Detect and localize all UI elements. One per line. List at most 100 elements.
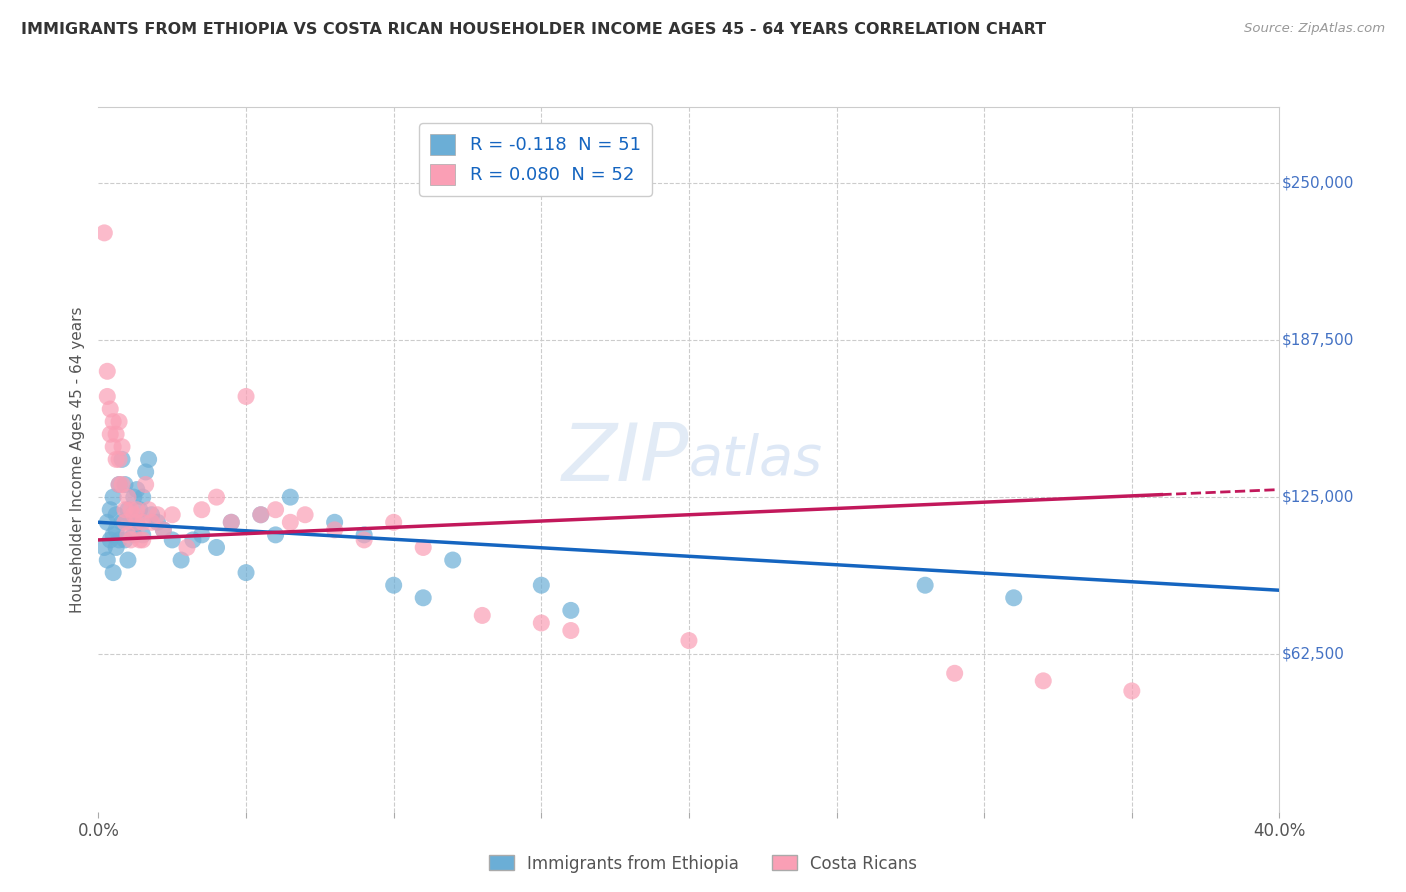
Point [221,516,243,530]
Point [382,578,405,592]
Point [205,490,228,504]
Point [250,508,273,522]
Point [96,553,118,567]
Point [141,516,163,530]
Point [128,502,150,516]
Point [471,608,494,623]
Point [146,508,169,522]
Point [382,516,405,530]
Point [412,591,434,605]
Point [114,477,136,491]
Point [103,490,125,504]
Y-axis label: Householder Income Ages 45 - 64 years: Householder Income Ages 45 - 64 years [69,306,84,613]
Point [111,452,134,467]
Point [138,452,160,467]
Point [96,389,118,403]
Point [122,490,145,504]
Point [103,415,125,429]
Point [135,465,157,479]
Point [114,516,136,530]
Point [280,490,302,504]
Point [98,502,121,516]
Point [221,516,243,530]
Legend: Immigrants from Ethiopia, Costa Ricans: Immigrants from Ethiopia, Costa Ricans [482,848,924,880]
Point [93,541,115,555]
Point [120,516,142,530]
Point [108,477,131,491]
Text: $125,000: $125,000 [1282,490,1354,505]
Point [96,516,118,530]
Point [108,452,131,467]
Text: atlas: atlas [689,433,823,486]
Point [560,624,582,638]
Point [122,508,145,522]
Point [146,516,169,530]
Point [1002,591,1025,605]
Point [412,541,434,555]
Point [125,502,148,516]
Legend: R = -0.118  N = 51, R = 0.080  N = 52: R = -0.118 N = 51, R = 0.080 N = 52 [419,123,651,195]
Point [93,226,115,240]
Point [122,528,145,542]
Point [108,533,131,547]
Point [132,516,155,530]
Point [162,508,183,522]
Point [132,528,155,542]
Point [181,533,204,547]
Point [138,502,160,516]
Point [914,578,936,592]
Point [162,533,183,547]
Point [117,502,139,516]
Point [530,578,553,592]
Point [108,415,131,429]
Point [250,508,273,522]
Point [152,523,174,537]
Point [943,666,966,681]
Point [170,553,193,567]
Point [114,533,136,547]
Point [135,477,157,491]
Point [678,633,700,648]
Point [128,533,150,547]
Point [96,364,118,378]
Point [132,533,155,547]
Point [191,502,214,516]
Point [1121,684,1143,698]
Point [117,553,139,567]
Point [1032,673,1054,688]
Point [323,523,346,537]
Point [120,533,142,547]
Point [103,528,125,542]
Point [353,528,375,542]
Point [530,615,553,630]
Point [98,402,121,417]
Point [353,533,375,547]
Point [114,502,136,516]
Point [141,508,163,522]
Point [191,528,214,542]
Point [117,490,139,504]
Point [294,508,316,522]
Point [441,553,464,567]
Point [105,508,128,522]
Point [103,440,125,454]
Point [120,502,142,516]
Point [111,440,134,454]
Text: $250,000: $250,000 [1282,175,1354,190]
Text: $62,500: $62,500 [1282,647,1344,662]
Point [205,541,228,555]
Point [152,523,174,537]
Point [105,427,128,442]
Point [235,566,257,580]
Point [176,541,198,555]
Point [235,389,257,403]
Point [125,483,148,497]
Point [323,516,346,530]
Point [111,477,134,491]
Text: Source: ZipAtlas.com: Source: ZipAtlas.com [1244,22,1385,36]
Point [98,427,121,442]
Text: ZIP: ZIP [561,420,689,499]
Text: IMMIGRANTS FROM ETHIOPIA VS COSTA RICAN HOUSEHOLDER INCOME AGES 45 - 64 YEARS CO: IMMIGRANTS FROM ETHIOPIA VS COSTA RICAN … [21,22,1046,37]
Point [111,516,134,530]
Point [108,477,131,491]
